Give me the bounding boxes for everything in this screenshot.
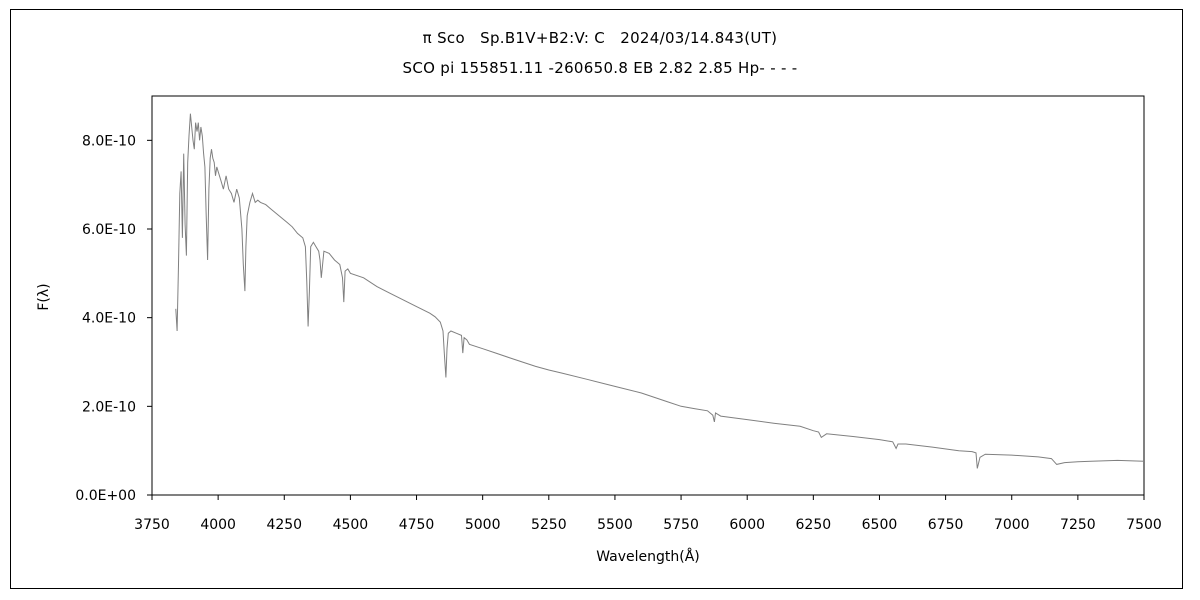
y-tick-label: 4.0E-10 — [82, 311, 136, 327]
plot-area — [151, 95, 1145, 496]
chart-frame — [10, 9, 1183, 589]
chart-subtitle: SCO pi 155851.11 -260650.8 EB 2.82 2.85 … — [402, 59, 798, 77]
y-tick-label: 6.0E-10 — [82, 222, 136, 238]
x-tick-label: 5750 — [663, 517, 699, 533]
x-tick-label: 4000 — [200, 517, 236, 533]
y-tick-label: 2.0E-10 — [82, 399, 136, 415]
spectrum-line — [175, 113, 1145, 469]
x-tick-label: 6000 — [729, 517, 765, 533]
x-axis: 3750 4000 4250 4500 4750 5000 5250 5500 5750 6000… — [134, 495, 1162, 533]
x-tick-label: 6500 — [862, 517, 898, 533]
x-tick-label: 7250 — [1060, 517, 1096, 533]
x-axis-title: Wavelength(Å) — [596, 548, 700, 565]
x-tick-label: 5500 — [597, 517, 633, 533]
x-tick-label: 7500 — [1126, 517, 1162, 533]
y-tick-label: 0.0E+00 — [75, 488, 136, 504]
x-tick-label: 5000 — [465, 517, 501, 533]
x-tick-label: 7000 — [994, 517, 1030, 533]
chart-title: π Sco Sp.B1V+B2:V: C 2024/03/14.843(UT) — [422, 29, 778, 47]
x-tick-label: 4250 — [266, 517, 302, 533]
y-axis: 0.0E+00 2.0E-10 4.0E-10 6.0E-10 8.0E-10 — [75, 133, 152, 504]
y-tick-label: 8.0E-10 — [82, 133, 136, 149]
x-tick-label: 6750 — [928, 517, 964, 533]
x-tick-label: 5250 — [531, 517, 567, 533]
x-tick-label: 4750 — [399, 517, 435, 533]
y-axis-title: F(λ) — [36, 283, 52, 310]
x-tick-label: 3750 — [134, 517, 170, 533]
x-tick-label: 6250 — [796, 517, 832, 533]
x-tick-label: 4500 — [333, 517, 369, 533]
